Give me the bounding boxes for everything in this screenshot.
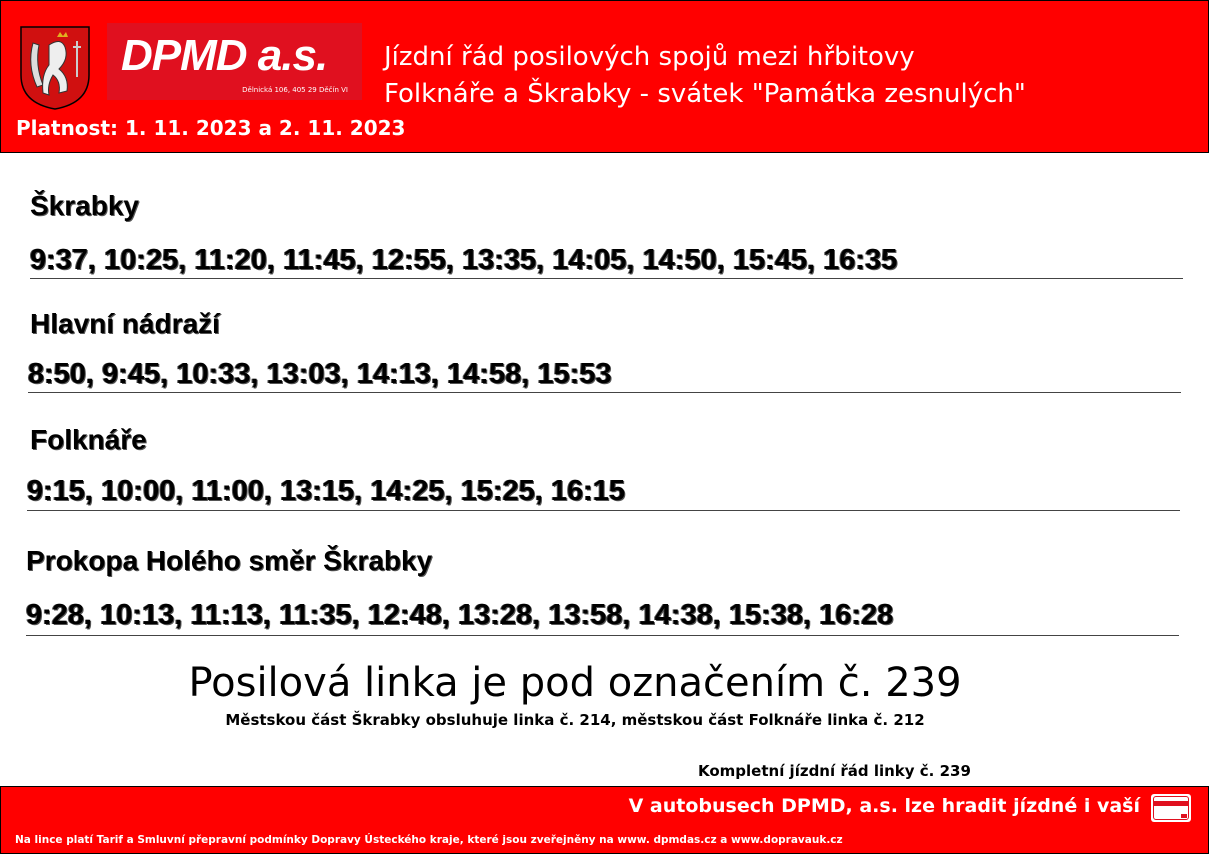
stop-name: Hlavní nádraží (30, 308, 220, 339)
logo-address: Dělnická 106, 405 29 Děčín VI (242, 86, 348, 94)
payment-note: V autobusech DPMD, a.s. lze hradit jízdn… (628, 795, 1140, 817)
departure-times: 9:37, 10:25, 11:20, 11:45, 12:55, 13:35,… (30, 244, 898, 276)
departure-times: 8:50, 9:45, 10:33, 13:03, 14:13, 14:58, … (28, 358, 612, 390)
stop-name: Škrabky (30, 190, 139, 221)
line-notice: Posilová linka je pod označením č. 239 (188, 660, 962, 706)
title-line-2: Folknáře a Škrabky - svátek "Památka zes… (384, 79, 1026, 109)
page-title: Jízdní řád posilových spojů mezi hřbitov… (384, 39, 1026, 113)
footer: V autobusech DPMD, a.s. lze hradit jízdn… (0, 786, 1209, 854)
validity-dates: Platnost: 1. 11. 2023 a 2. 11. 2023 (16, 116, 406, 140)
departure-times: 9:28, 10:13, 11:13, 11:35, 12:48, 13:28,… (26, 599, 894, 631)
departure-times: 9:15, 10:00, 11:00, 13:15, 14:25, 15:25,… (27, 475, 626, 507)
stop-name: Prokopa Holého směr Škrabky (26, 545, 433, 576)
divider (28, 392, 1181, 393)
divider (30, 278, 1183, 279)
credit-card-icon (1151, 794, 1191, 822)
logo-text: DPMD a.s. (121, 31, 328, 80)
service-note: Městskou část Škrabky obsluhuje linka č.… (225, 711, 925, 729)
divider (27, 510, 1180, 511)
header: DPMD a.s. Dělnická 106, 405 29 Děčín VI … (0, 0, 1209, 153)
stop-name: Folknáře (30, 424, 147, 455)
city-crest-icon (20, 26, 90, 110)
divider (26, 635, 1179, 636)
dpmd-logo: DPMD a.s. Dělnická 106, 405 29 Děčín VI (107, 23, 362, 100)
fine-print: Na lince platí Tarif a Smluvní přepravní… (15, 834, 843, 846)
title-line-1: Jízdní řád posilových spojů mezi hřbitov… (384, 42, 915, 72)
complete-timetable-link[interactable]: Kompletní jízdní řád linky č. 239 (698, 762, 971, 780)
